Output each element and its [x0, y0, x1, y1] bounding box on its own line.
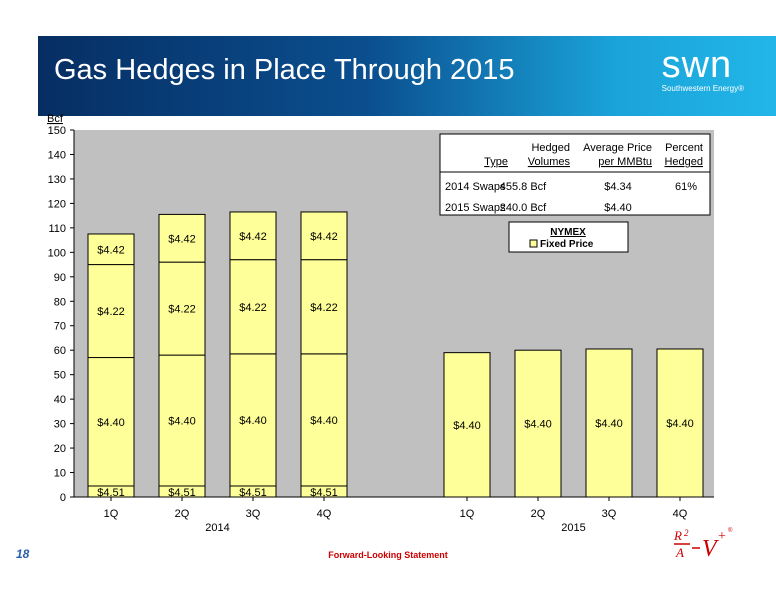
- svg-text:V: V: [702, 536, 719, 560]
- logo-wordmark: swn: [661, 44, 733, 86]
- x-tick-label: 3Q: [602, 508, 617, 520]
- title-banner: Gas Hedges in Place Through 2015 swn Sou…: [38, 36, 776, 116]
- table-cell: $4.40: [604, 202, 632, 214]
- table-header-cell: Hedged: [531, 142, 570, 154]
- bar-segment: [87, 264, 135, 359]
- bar-segment: [514, 349, 562, 498]
- data-label: $4.40: [666, 418, 694, 430]
- y-tick-label: 80: [54, 296, 66, 308]
- table-header-cell: Volumes: [528, 156, 571, 168]
- y-tick-label: 130: [48, 174, 66, 186]
- data-label: $4.40: [168, 416, 196, 428]
- x-tick-label: 4Q: [673, 508, 688, 520]
- bar-segment: [585, 348, 633, 498]
- data-label: $4.22: [97, 306, 125, 318]
- table-cell: 2014 Swaps: [445, 181, 506, 193]
- hedge-table: [439, 133, 711, 216]
- x-tick-label: 2Q: [531, 508, 546, 520]
- x-tick-label: 3Q: [246, 508, 261, 520]
- data-label: $4.42: [239, 231, 267, 243]
- legend: [508, 221, 629, 253]
- data-label: $4.22: [239, 302, 267, 314]
- data-label: $4.51: [97, 487, 125, 499]
- company-logo: swn Southwestern Energy®: [661, 44, 744, 93]
- x-tick-label: 1Q: [104, 508, 119, 520]
- x-group-label: 2014: [205, 522, 229, 534]
- table-header-cell: per MMBtu: [598, 156, 652, 168]
- svg-text:R: R: [673, 528, 682, 543]
- data-label: $4.40: [453, 420, 481, 432]
- data-label: $4.42: [310, 231, 338, 243]
- x-tick-label: 1Q: [460, 508, 475, 520]
- y-tick-label: 150: [48, 125, 66, 137]
- table-header-cell: Type: [484, 156, 508, 168]
- forward-looking-statement: Forward-Looking Statement: [328, 550, 448, 560]
- table-cell: 455.8 Bcf: [500, 181, 547, 193]
- x-group-label: 2015: [561, 522, 585, 534]
- legend-title: NYMEX: [550, 227, 586, 238]
- page-number: 18: [16, 547, 30, 561]
- data-label: $4.42: [168, 233, 196, 245]
- legend-swatch: [529, 239, 538, 248]
- y-tick-label: 60: [54, 345, 66, 357]
- bar-segment: [300, 259, 348, 355]
- y-tick-label: 50: [54, 370, 66, 382]
- rav-logo-icon: R 2 A V + ®: [673, 527, 733, 560]
- data-label: $4.40: [524, 419, 552, 431]
- bar-segment: [443, 352, 491, 498]
- y-tick-label: 10: [54, 468, 66, 480]
- data-label: $4.40: [310, 415, 338, 427]
- bar-segment: [158, 213, 206, 263]
- y-tick-label: 90: [54, 272, 66, 284]
- legend-item-label: Fixed Price: [540, 239, 594, 250]
- bar-segment: [158, 354, 206, 487]
- x-tick-label: 2Q: [175, 508, 190, 520]
- data-label: $4.40: [97, 417, 125, 429]
- table-cell: $4.34: [604, 181, 632, 193]
- bar-segment: [300, 211, 348, 261]
- bar-segment: [229, 211, 277, 261]
- y-tick-label: 140: [48, 149, 66, 161]
- bar-segment: [87, 233, 135, 266]
- table-cell: 61%: [675, 181, 697, 193]
- table-cell: 240.0 Bcf: [500, 202, 547, 214]
- y-tick-label: 40: [54, 394, 66, 406]
- y-tick-label: 120: [48, 198, 66, 210]
- svg-text:2: 2: [684, 528, 689, 538]
- data-label: $4.22: [168, 304, 196, 316]
- y-tick-label: 30: [54, 419, 66, 431]
- bar-segment: [87, 357, 135, 487]
- page-title: Gas Hedges in Place Through 2015: [54, 54, 515, 86]
- y-axis-label: Bcf: [47, 113, 64, 125]
- y-tick-label: 70: [54, 321, 66, 333]
- data-label: $4.51: [310, 487, 338, 499]
- y-tick-label: 0: [60, 492, 66, 504]
- table-header-cell: Hedged: [664, 156, 703, 168]
- data-label: $4.42: [97, 244, 125, 256]
- table-cell: 2015 Swaps: [445, 202, 506, 214]
- data-label: $4.51: [168, 487, 196, 499]
- table-header-cell: Average Price: [583, 142, 652, 154]
- y-tick-label: 20: [54, 443, 66, 455]
- table-header-cell: Percent: [665, 142, 703, 154]
- data-label: $4.22: [310, 302, 338, 314]
- bar-segment: [300, 353, 348, 487]
- y-tick-label: 100: [48, 247, 66, 259]
- y-tick-label: 110: [48, 223, 66, 235]
- logo-tagline: Southwestern Energy®: [661, 84, 744, 93]
- x-tick-label: 4Q: [317, 508, 332, 520]
- bar-segment: [158, 261, 206, 356]
- bar-segment: [656, 348, 704, 498]
- data-label: $4.40: [595, 418, 623, 430]
- data-label: $4.40: [239, 415, 267, 427]
- svg-text:+: +: [718, 529, 726, 544]
- svg-text:A: A: [675, 545, 684, 560]
- svg-text:®: ®: [728, 527, 733, 534]
- data-label: $4.51: [239, 487, 267, 499]
